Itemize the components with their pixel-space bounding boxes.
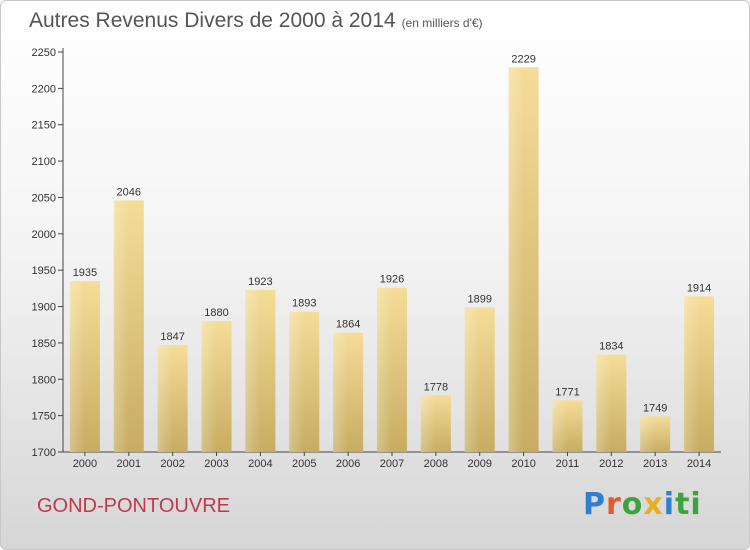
chart-bars	[69, 67, 715, 452]
y-tick-label: 1800	[32, 374, 56, 386]
logo-letter: x	[643, 487, 664, 522]
bar-highlight	[377, 287, 392, 452]
value-label-2014: 1914	[687, 282, 711, 294]
bar-highlight	[113, 200, 129, 452]
value-label-2004: 1923	[248, 276, 272, 288]
y-tick-label: 1700	[32, 447, 56, 459]
logo-letter: P	[583, 487, 606, 522]
value-label-2003: 1880	[204, 307, 228, 319]
bar-highlight	[640, 416, 656, 452]
chart-title-text: Autres Revenus Divers de 2000 à 2014	[29, 9, 396, 32]
logo-letter: o	[621, 487, 644, 522]
y-tick-label: 2050	[32, 192, 56, 204]
logo-letter: r	[606, 487, 622, 522]
value-label-2010: 2229	[511, 53, 535, 65]
x-tick-label-2003: 2003	[204, 458, 228, 470]
bar-highlight	[289, 311, 305, 452]
y-tick-label: 1900	[32, 302, 56, 314]
y-tick-label: 2100	[32, 156, 56, 168]
bar-highlight	[596, 354, 612, 452]
bar-highlight	[69, 281, 85, 452]
logo-letter: i	[663, 487, 676, 522]
x-tick-label-2007: 2007	[380, 458, 404, 470]
chart-labels: 1700 1750 1800 1850 1900 1950 2000 2050 2100 2150…	[32, 47, 712, 470]
value-label-2012: 1834	[599, 341, 623, 353]
value-label-2013: 1749	[643, 402, 667, 414]
x-tick-label-2005: 2005	[292, 458, 316, 470]
value-label-2005: 1893	[292, 298, 316, 310]
proxiti-logo: Proxiti	[583, 487, 702, 522]
y-tick-label: 2150	[32, 120, 56, 132]
x-tick-label-2012: 2012	[599, 458, 623, 470]
value-label-2007: 1926	[380, 274, 404, 286]
y-tick-label: 2200	[32, 83, 56, 95]
value-label-2006: 1864	[336, 319, 360, 331]
bar-highlight	[508, 67, 524, 452]
x-tick-label-2004: 2004	[248, 458, 272, 470]
bar-highlight	[420, 395, 436, 452]
y-tick-label: 1750	[32, 411, 56, 423]
bar-highlight	[157, 345, 173, 452]
x-tick-label-2001: 2001	[117, 458, 141, 470]
bar-highlight	[333, 332, 349, 452]
value-label-2000: 1935	[73, 267, 97, 279]
chart-title: Autres Revenus Divers de 2000 à 2014 (en …	[29, 9, 483, 33]
y-tick-label: 1950	[32, 265, 56, 277]
value-label-2009: 1899	[467, 293, 491, 305]
y-tick-label: 2250	[32, 47, 56, 59]
value-label-2011: 1771	[555, 386, 579, 398]
x-tick-label-2006: 2006	[336, 458, 360, 470]
x-tick-label-2000: 2000	[73, 458, 97, 470]
value-label-2002: 1847	[160, 331, 184, 343]
bar-highlight	[201, 321, 217, 452]
bar-highlight	[245, 289, 261, 452]
bar-highlight	[684, 296, 700, 452]
x-tick-label-2008: 2008	[424, 458, 448, 470]
x-tick-label-2014: 2014	[687, 458, 711, 470]
y-tick-label: 1850	[32, 338, 56, 350]
x-tick-label-2009: 2009	[467, 458, 491, 470]
chart-subtitle: (en milliers d'€)	[401, 16, 483, 30]
value-label-2008: 1778	[424, 381, 448, 393]
x-tick-label-2011: 2011	[556, 458, 580, 470]
y-tick-label: 2000	[32, 229, 56, 241]
x-tick-label-2013: 2013	[643, 458, 667, 470]
bar-highlight	[464, 307, 480, 452]
x-tick-label-2010: 2010	[511, 458, 535, 470]
value-label-2001: 2046	[117, 186, 141, 198]
bar-highlight	[552, 400, 568, 452]
city-name: GOND-PONTOUVRE	[37, 495, 230, 517]
logo-letter: ti	[675, 487, 702, 522]
x-tick-label-2002: 2002	[160, 458, 184, 470]
